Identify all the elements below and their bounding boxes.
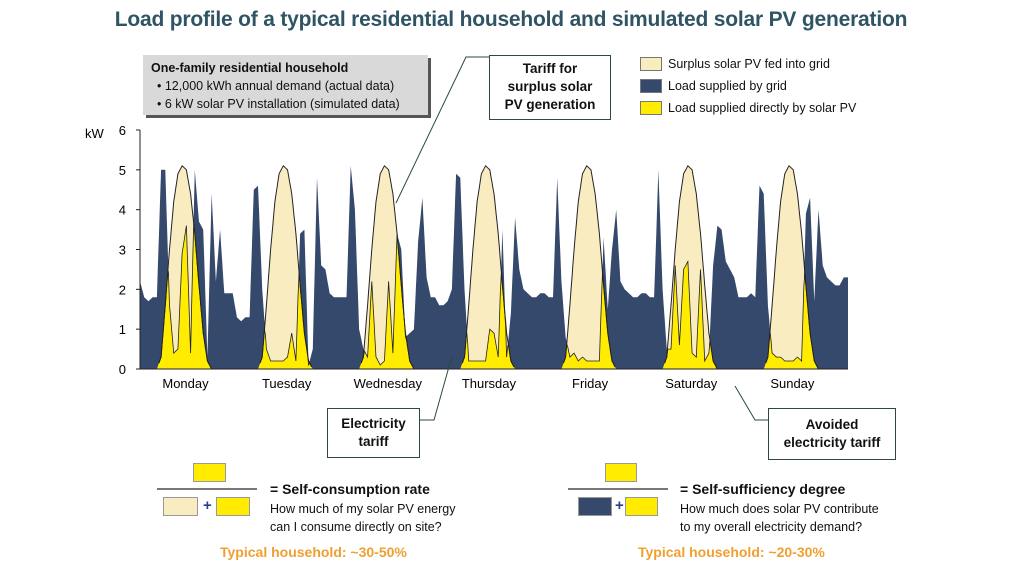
leader-line-electricity: [420, 355, 453, 421]
y-axis-label: kW: [85, 126, 105, 141]
callout-electricity-tariff: Electricity tariff: [327, 408, 420, 458]
legend-swatch: [640, 101, 662, 115]
info-heading: One-family residential household: [151, 61, 349, 75]
fraction-line: [157, 488, 257, 490]
formula-text: How much of my solar PV energy: [270, 502, 456, 516]
legend-item-direct: Load supplied directly by solar PV: [640, 101, 856, 115]
swatch-direct: [193, 463, 226, 482]
formula-text: How much does solar PV contribute: [680, 502, 879, 516]
x-tick-label: Wednesday: [354, 376, 423, 391]
formula-text: to my overall electricity demand?: [680, 520, 863, 534]
typical-value: Typical household: ~20-30%: [638, 544, 825, 560]
x-tick-label: Thursday: [462, 376, 517, 391]
page-title: Load profile of a typical residential ho…: [114, 8, 908, 31]
y-tick-label: 4: [119, 203, 126, 218]
swatch-direct: [625, 497, 658, 516]
info-bullet: • 6 kW solar PV installation (simulated …: [157, 97, 400, 111]
info-bullet: • 12,000 kWh annual demand (actual data): [157, 79, 395, 93]
info-box: One-family residential household • 12,00…: [143, 55, 428, 115]
x-tick-label: Saturday: [665, 376, 718, 391]
legend-swatch: [640, 57, 662, 71]
x-tick-label: Monday: [162, 376, 209, 391]
y-tick-label: 3: [119, 243, 126, 258]
formula-title: = Self-sufficiency degree: [680, 481, 846, 497]
swatch-surplus: [163, 497, 198, 516]
x-tick-label: Friday: [572, 376, 609, 391]
swatch-direct: [216, 497, 250, 516]
load-outline: [664, 259, 718, 370]
x-tick-label: Sunday: [770, 376, 815, 391]
y-tick-label: 5: [119, 163, 126, 178]
x-tick-label: Tuesday: [262, 376, 312, 391]
swatch-grid: [578, 497, 612, 516]
callout-tariff-surplus: Tariff for surplus solar PV generation: [489, 55, 611, 120]
load-outline: [563, 272, 616, 368]
y-tick-label: 0: [119, 362, 126, 377]
area-surplus-pv: [140, 165, 848, 369]
formula-title: = Self-consumption rate: [270, 481, 430, 497]
area-direct-pv: [140, 223, 848, 369]
load-outline: [765, 272, 819, 370]
legend-swatch: [640, 79, 662, 93]
leader-line-avoided: [734, 385, 768, 421]
leader-line-tariff: [395, 56, 489, 204]
legend-item-grid: Load supplied by grid: [640, 79, 787, 93]
fraction-line: [568, 488, 668, 490]
load-outline: [462, 272, 515, 368]
y-tick-label: 2: [119, 282, 126, 297]
load-outline: [259, 272, 313, 368]
plus-sign: +: [615, 497, 624, 514]
y-tick-label: 1: [119, 322, 126, 337]
swatch-direct: [605, 463, 637, 482]
load-outline: [158, 223, 212, 370]
pv-outline: [664, 164, 718, 370]
load-outline: [360, 233, 415, 370]
formula-text: can I consume directly on site?: [270, 520, 442, 534]
legend-item-surplus: Surplus solar PV fed into grid: [640, 57, 830, 71]
y-tick-label: 6: [119, 123, 126, 138]
plus-sign: +: [203, 497, 212, 514]
area-grid-load: [140, 165, 848, 369]
typical-value: Typical household: ~30-50%: [220, 544, 407, 560]
callout-avoided-tariff: Avoided electricity tariff: [768, 408, 896, 460]
